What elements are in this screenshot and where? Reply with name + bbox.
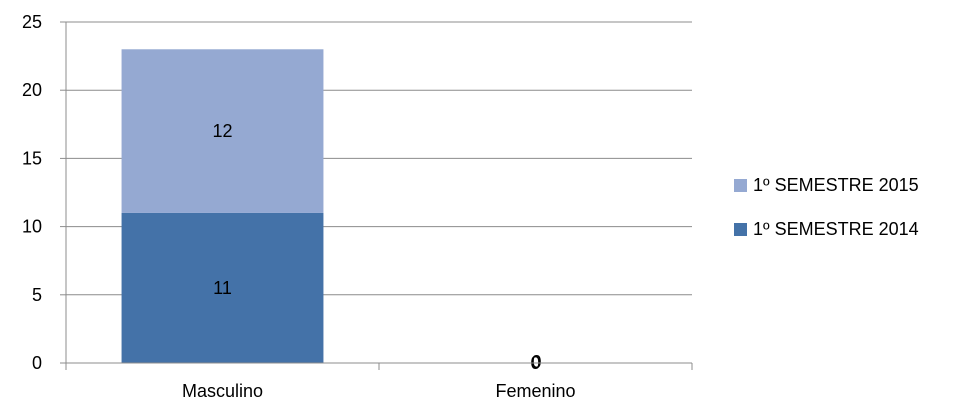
- bar-segment: [121, 49, 324, 213]
- y-tick-label: 20: [22, 80, 42, 100]
- legend-label: 1º SEMESTRE 2015: [753, 175, 919, 195]
- bars: [121, 49, 324, 363]
- data-label: 11: [213, 278, 232, 298]
- y-tick-label: 25: [22, 12, 42, 32]
- legend: 1º SEMESTRE 2015 1º SEMESTRE 2014: [734, 175, 919, 239]
- y-tick-label: 15: [22, 148, 42, 168]
- data-label: 12: [212, 121, 232, 141]
- legend-label: 1º SEMESTRE 2014: [753, 219, 919, 239]
- legend-swatch: [734, 223, 747, 236]
- x-tick-label: Masculino: [182, 381, 263, 401]
- y-tick-label: 0: [32, 353, 42, 373]
- x-tick-label: Femenino: [495, 381, 575, 401]
- bar-segment: [121, 212, 324, 363]
- y-tick-label: 10: [22, 217, 42, 237]
- axes: 0 5 10 15 20 25 Masculino Femenino: [22, 12, 693, 401]
- y-tick-label: 5: [32, 285, 42, 305]
- data-label: 0: [531, 352, 541, 372]
- legend-swatch: [734, 179, 747, 192]
